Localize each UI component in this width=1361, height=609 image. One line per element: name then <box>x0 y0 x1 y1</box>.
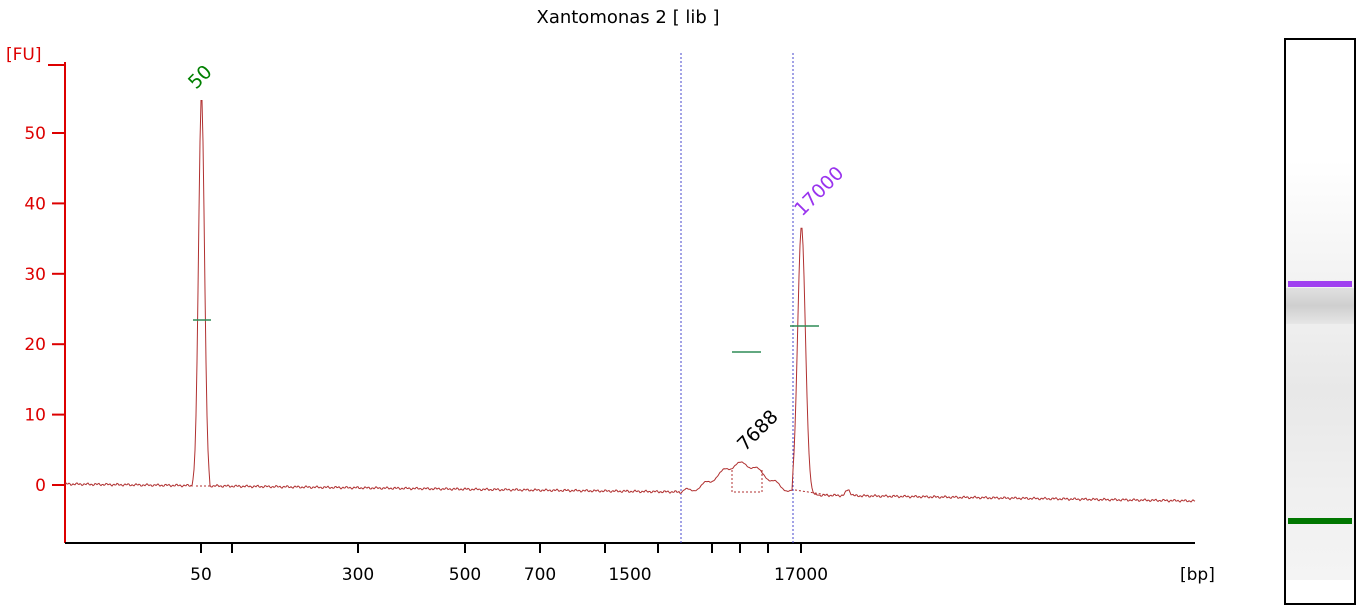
electropherogram-chart: Xantomonas 2 [ lib ] [FU] [bp] 0 10 20 30 40… <box>6 7 1215 585</box>
y-tick-label: 0 <box>35 476 46 496</box>
x-tick-label: 17000 <box>774 565 828 585</box>
x-tick-label: 300 <box>342 565 374 585</box>
x-tick-label: 700 <box>524 565 556 585</box>
virtual-gel-lane <box>1284 38 1356 605</box>
x-tick-label: 1500 <box>608 565 651 585</box>
x-tick-label: 50 <box>190 565 212 585</box>
peak-label: 17000 <box>790 162 848 220</box>
smear-window <box>731 470 763 493</box>
gel-band-upper-marker <box>1288 281 1352 287</box>
x-tick-label: 500 <box>449 565 481 585</box>
gel-smear <box>1286 288 1354 324</box>
chart-title: Xantomonas 2 [ lib ] <box>536 7 719 28</box>
x-unit-label: [bp] <box>1180 565 1215 585</box>
gel-background-gradient <box>1286 160 1354 580</box>
peak-label: 7688 <box>733 406 783 456</box>
y-tick-label: 40 <box>24 194 46 214</box>
y-unit-label: [FU] <box>6 45 42 65</box>
y-tick-label: 30 <box>24 265 46 285</box>
y-tick-label: 10 <box>24 406 46 426</box>
y-tick-label: 20 <box>24 335 46 355</box>
fluorescence-trace <box>64 100 1196 503</box>
gel-band-lower-marker <box>1288 518 1352 524</box>
peak-label: 50 <box>184 61 217 94</box>
peak-baseline <box>794 489 829 496</box>
y-tick-label: 50 <box>24 124 46 144</box>
